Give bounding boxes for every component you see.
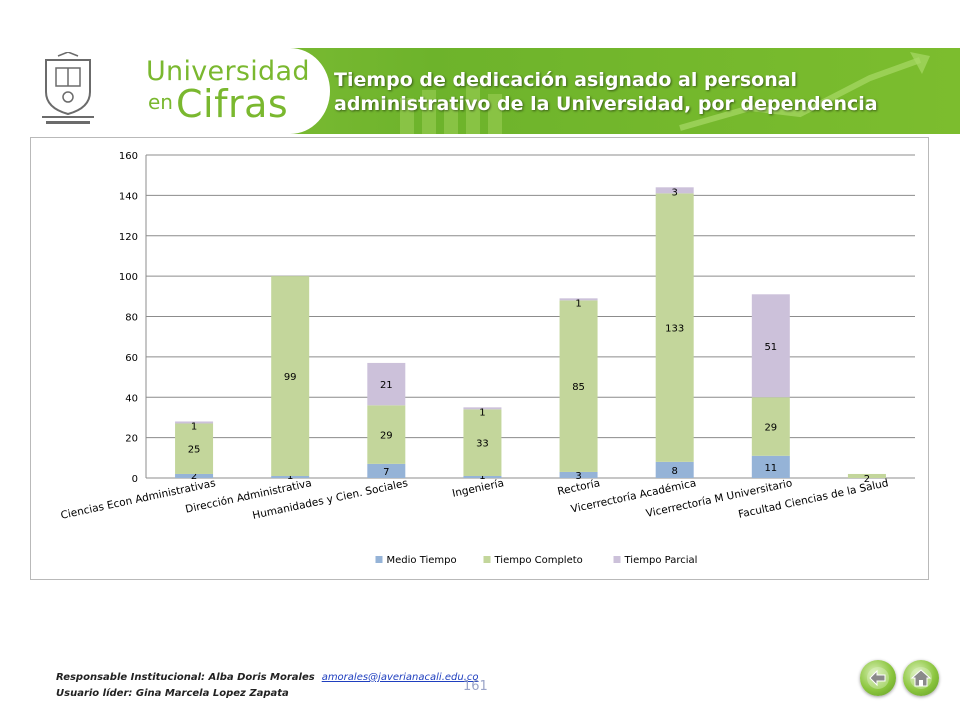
brand-universidad: Universidad [146,56,310,87]
slide-title: Tiempo de dedicación asignado al persona… [334,69,878,115]
usuario-lider-line: Usuario líder: Gina Marcela Lopez Zapata [56,688,289,699]
y-tick-label: 0 [132,474,138,485]
data-label: 85 [572,382,585,393]
y-tick-label: 40 [125,393,138,404]
responsable-label: Responsable Institucional: Alba Doris Mo… [56,672,315,683]
y-tick-label: 20 [125,434,138,445]
data-label: 29 [764,423,777,434]
data-label: 21 [380,380,393,391]
data-label: 1 [479,471,485,482]
data-label: 7 [383,467,389,478]
bar-segment [367,405,406,464]
category-label: Ingeniería [451,477,505,500]
footer-credits: Responsable Institucional: Alba Doris Mo… [56,670,479,702]
bar-segment [655,193,694,462]
data-label: 3 [575,471,581,482]
legend-label: Tiempo Completo [494,555,583,566]
chart-container: 0 20 40 60 80 100 120 140 160 2 25 1 Ciencias Econ A… [30,137,929,580]
data-label: 1 [479,407,485,418]
category-label: Ciencias Econ Administrativas [60,477,217,522]
data-label: 99 [284,372,297,383]
data-label: 11 [764,463,777,474]
home-icon [910,667,932,689]
bar-segment [175,473,214,478]
data-label: 25 [188,445,201,456]
data-label: 3 [672,187,678,198]
y-tick-label: 60 [125,353,138,364]
bar-segment [175,423,214,474]
responsable-line: Responsable Institucional: Alba Doris Mo… [56,670,479,686]
data-label: 1 [191,421,197,432]
bar-segment [463,475,502,478]
data-label: 2 [864,474,870,485]
y-tick-label: 80 [125,313,138,324]
bar-segment [751,455,790,478]
page-number: 161 [463,679,488,694]
data-label: 8 [672,466,678,477]
responsable-email-link[interactable]: amorales@javerianacali.edu.co [321,672,479,683]
bar-segment [367,463,406,478]
bar-segment [463,409,502,476]
brand-area [0,48,330,134]
data-label: 29 [380,431,393,442]
back-button[interactable] [860,660,896,696]
bar-segment [655,461,694,478]
data-label: 51 [764,342,777,353]
legend-swatch [375,556,383,563]
data-label: 33 [476,439,489,450]
home-button[interactable] [903,660,939,696]
data-label: 2 [191,471,197,482]
bar-segment [655,187,694,194]
bar-segment [463,407,502,410]
bar-segment [367,362,406,406]
university-logo [42,52,94,124]
data-label: 1 [575,298,581,309]
bar-segment [271,475,310,478]
bar-segment [559,471,598,478]
y-tick-label: 160 [119,151,138,162]
brand-en: en [148,90,173,114]
banner-decoration [400,52,930,134]
back-arrow-icon [867,667,889,689]
y-tick-label: 120 [119,232,138,243]
y-tick-label: 140 [119,191,138,202]
bar-segment [751,397,790,456]
data-label: 1 [287,471,293,482]
bar-segment [175,421,214,424]
legend-label: Tiempo Parcial [624,555,698,566]
legend-swatch [483,556,491,563]
bar-segment [847,473,886,478]
bar-segment [559,300,598,472]
bar-segment [751,294,790,398]
legend-label: Medio Tiempo [387,555,457,566]
bar-segment [559,298,598,301]
y-tick-label: 100 [119,272,138,283]
data-label: 133 [665,324,684,335]
legend-swatch [613,556,621,563]
brand-cifras: Cifras [176,82,289,126]
bar-segment [271,276,310,476]
